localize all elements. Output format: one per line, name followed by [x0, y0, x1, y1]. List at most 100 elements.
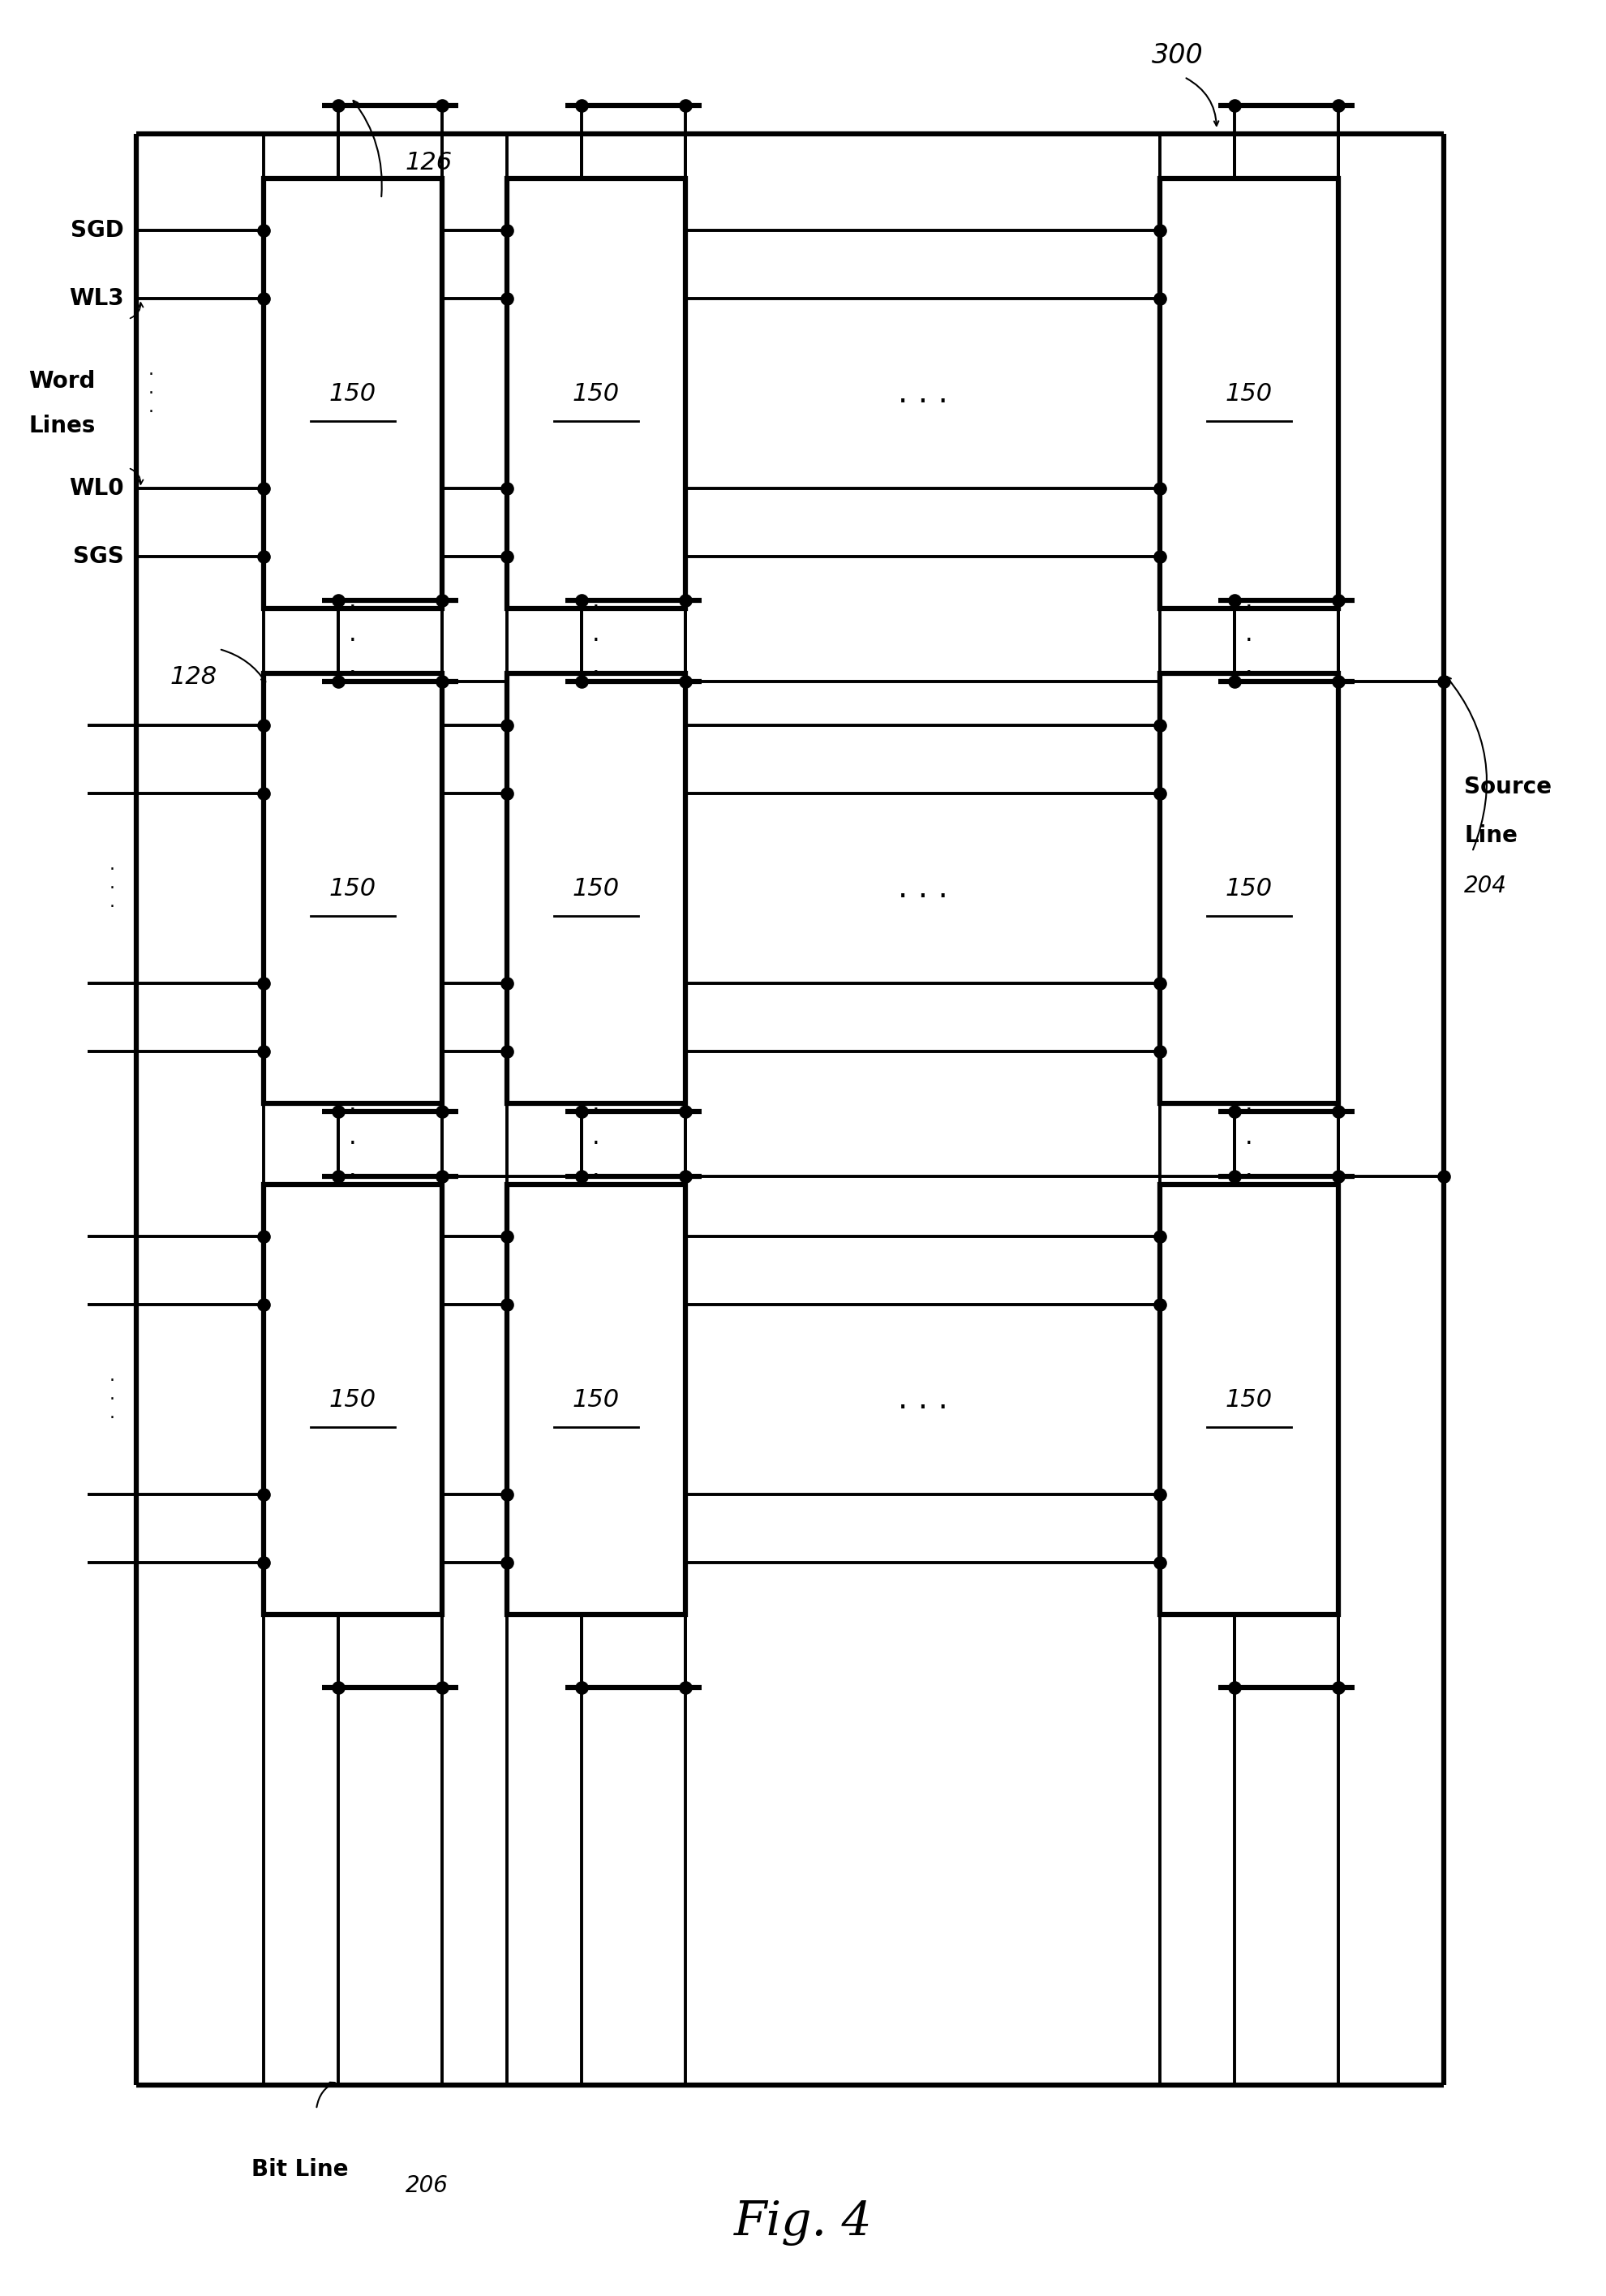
Point	[251, 540, 276, 576]
Point	[569, 1157, 594, 1194]
Point	[673, 1669, 699, 1706]
Bar	[263, 179, 442, 608]
Text: ·
·
·: · · ·	[109, 861, 114, 916]
Point	[429, 1157, 454, 1194]
Text: 150: 150	[573, 381, 620, 406]
Point	[1147, 1476, 1172, 1513]
Point	[495, 471, 520, 507]
Point	[1325, 87, 1351, 124]
Text: 150: 150	[1225, 877, 1272, 900]
Text: . . .: . . .	[898, 872, 948, 905]
Point	[495, 1033, 520, 1070]
Point	[1147, 776, 1172, 813]
Text: Line: Line	[1465, 824, 1518, 847]
Bar	[507, 1185, 686, 1614]
Point	[1325, 1157, 1351, 1194]
Point	[1147, 1545, 1172, 1582]
Point	[429, 87, 454, 124]
Point	[1147, 280, 1172, 317]
Text: 204: 204	[1465, 875, 1506, 898]
Point	[326, 664, 352, 700]
Point	[326, 1669, 352, 1706]
Point	[251, 211, 276, 248]
Text: ·
·
·: · · ·	[593, 1100, 601, 1189]
Text: ·
·
·: · · ·	[349, 1100, 357, 1189]
Text: 150: 150	[573, 1387, 620, 1412]
Text: ·
·
·: · · ·	[148, 367, 154, 420]
Point	[495, 964, 520, 1001]
Point	[673, 581, 699, 618]
Point	[569, 1093, 594, 1130]
Bar	[507, 179, 686, 608]
Point	[673, 87, 699, 124]
Text: Word: Word	[29, 370, 96, 393]
Point	[251, 1286, 276, 1322]
Point	[251, 1476, 276, 1513]
Text: ·
·
·: · · ·	[109, 1373, 114, 1426]
Point	[495, 211, 520, 248]
Point	[429, 581, 454, 618]
Point	[569, 581, 594, 618]
Text: . . .: . . .	[898, 379, 948, 409]
Point	[1222, 581, 1248, 618]
Text: Fig. 4: Fig. 4	[734, 2200, 872, 2245]
Text: 300: 300	[1152, 41, 1203, 69]
Text: 150: 150	[573, 877, 620, 900]
Point	[429, 1669, 454, 1706]
Point	[1431, 664, 1457, 700]
Text: . . .: . . .	[898, 1384, 948, 1414]
Point	[569, 664, 594, 700]
Text: 150: 150	[329, 381, 376, 406]
Point	[1325, 664, 1351, 700]
Point	[495, 1545, 520, 1582]
Point	[326, 1093, 352, 1130]
Text: SGS: SGS	[74, 546, 124, 567]
Point	[251, 707, 276, 744]
Point	[495, 1286, 520, 1322]
Point	[251, 1217, 276, 1254]
Point	[495, 280, 520, 317]
Text: 150: 150	[1225, 1387, 1272, 1412]
Point	[495, 540, 520, 576]
Point	[1222, 87, 1248, 124]
Point	[251, 1033, 276, 1070]
Text: ·
·
·: · · ·	[593, 597, 601, 687]
Point	[495, 776, 520, 813]
Text: Source: Source	[1465, 776, 1551, 799]
Point	[1147, 964, 1172, 1001]
Point	[1222, 1669, 1248, 1706]
Point	[495, 1217, 520, 1254]
Point	[1325, 1669, 1351, 1706]
Point	[251, 471, 276, 507]
Point	[673, 1157, 699, 1194]
Point	[1147, 540, 1172, 576]
Point	[495, 707, 520, 744]
Bar	[507, 673, 686, 1104]
Point	[1222, 664, 1248, 700]
Text: 150: 150	[329, 1387, 376, 1412]
Text: 150: 150	[329, 877, 376, 900]
Text: ·
·
·: · · ·	[1245, 597, 1253, 687]
Point	[569, 1669, 594, 1706]
Point	[429, 664, 454, 700]
Point	[1147, 1217, 1172, 1254]
Point	[326, 87, 352, 124]
Point	[1147, 1033, 1172, 1070]
Point	[1147, 1286, 1172, 1322]
Text: Lines: Lines	[29, 416, 96, 436]
Point	[1147, 211, 1172, 248]
Point	[326, 1157, 352, 1194]
Text: SGD: SGD	[71, 218, 124, 241]
Point	[1147, 471, 1172, 507]
Point	[1431, 1157, 1457, 1194]
Text: 126: 126	[406, 152, 453, 174]
Point	[1222, 1093, 1248, 1130]
Text: WL0: WL0	[69, 478, 124, 501]
Text: 206: 206	[406, 2174, 448, 2197]
Point	[326, 581, 352, 618]
Point	[1325, 581, 1351, 618]
Text: ·
·
·: · · ·	[1245, 1100, 1253, 1189]
Text: 150: 150	[1225, 381, 1272, 406]
Point	[251, 1545, 276, 1582]
Point	[1325, 1093, 1351, 1130]
